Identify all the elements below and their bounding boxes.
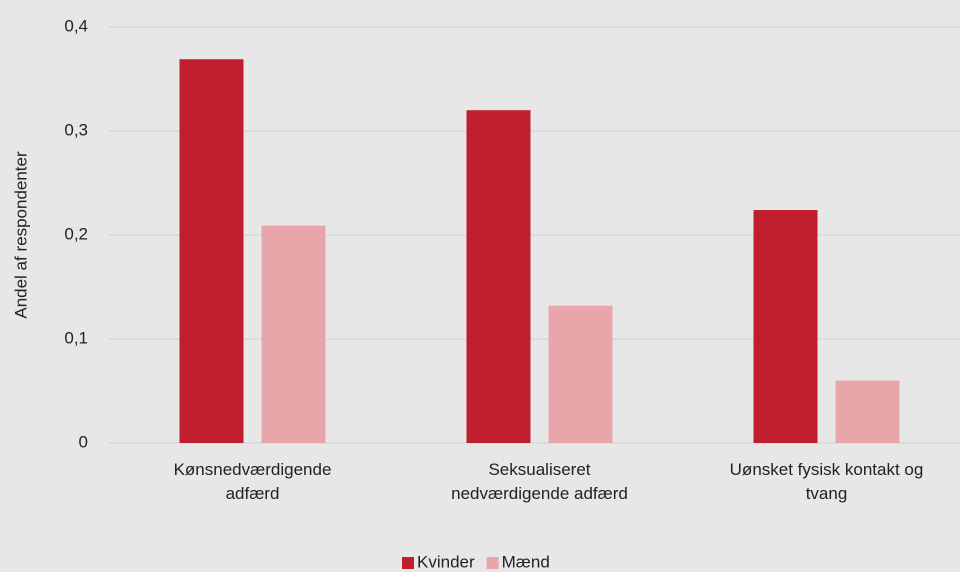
- bar: [261, 225, 326, 443]
- y-tick-label: 0,1: [64, 328, 88, 347]
- legend-label: Kvinder: [417, 552, 475, 571]
- y-axis-label: Andel af respondenter: [11, 151, 30, 319]
- legend-label: Mænd: [502, 552, 550, 571]
- y-tick-label: 0: [79, 432, 88, 451]
- bar: [835, 380, 900, 443]
- y-tick-label: 0,3: [64, 120, 88, 139]
- x-tick-label: Kønsnedværdigende adfærd: [173, 460, 332, 503]
- bar: [179, 59, 244, 444]
- y-tick-label: 0,4: [64, 16, 88, 35]
- bar: [548, 305, 613, 443]
- bar: [753, 210, 818, 443]
- bar: [466, 110, 531, 443]
- legend-swatch: [402, 557, 414, 569]
- legend-swatch: [486, 557, 499, 569]
- y-tick-label: 0,2: [64, 224, 88, 243]
- x-tick-label: Uønsket fysisk kontakt og tvang: [729, 460, 924, 503]
- x-tick-label: Seksualiseret nedværdigende adfærd: [451, 460, 628, 503]
